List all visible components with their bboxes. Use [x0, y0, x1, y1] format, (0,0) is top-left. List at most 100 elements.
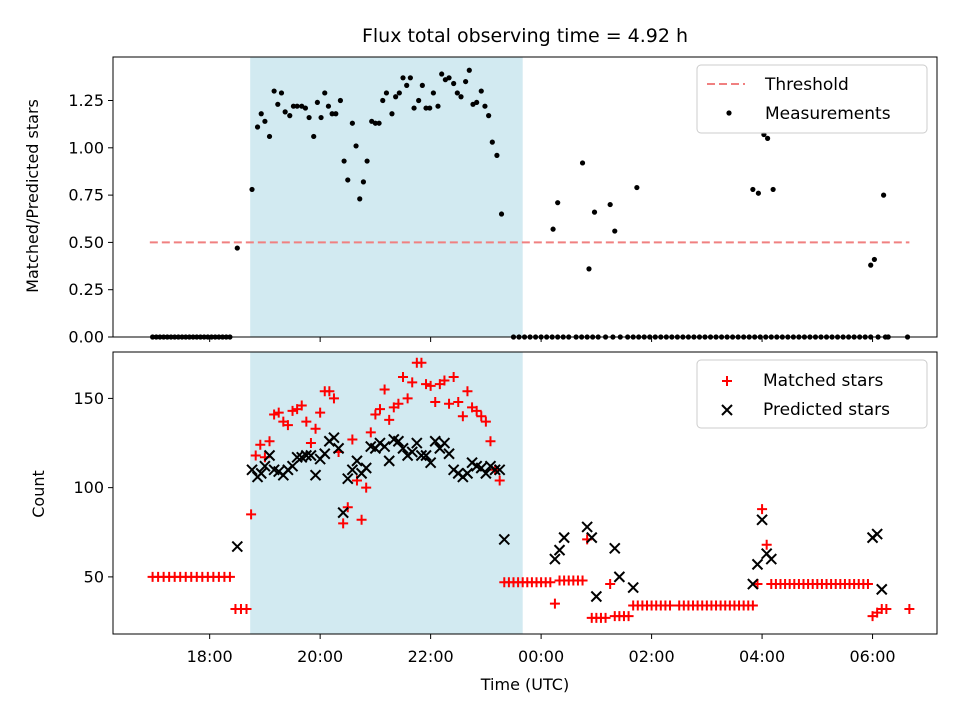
measurement-point: [612, 228, 618, 234]
measurement-point: [423, 105, 429, 111]
bottom-plot-area: [147, 357, 915, 623]
predicted-star-point: [263, 449, 276, 462]
predicted-star-point: [756, 514, 768, 526]
matched-star-point: [379, 384, 390, 395]
matched-star-point: [305, 438, 316, 449]
predicted-star-point: [590, 590, 603, 603]
matched-star-point: [421, 379, 432, 390]
measurement-point: [337, 97, 344, 104]
x-tick-label: 06:00: [849, 647, 895, 666]
measurement-point: [474, 99, 480, 106]
matched-star-point: [485, 436, 496, 447]
matched-star-point: [374, 404, 385, 415]
x-axis-label: Time (UTC): [480, 675, 569, 694]
matched-star-point: [370, 409, 381, 420]
matched-star-point: [476, 411, 487, 422]
predicted-star-point: [305, 449, 317, 462]
legend-predicted-label: Predicted stars: [763, 400, 890, 420]
matched-star-point: [365, 427, 376, 438]
predicted-star-point: [443, 448, 455, 460]
measurement-point: [372, 120, 378, 126]
measurement-point: [249, 186, 255, 193]
top-shaded-interval: [250, 57, 523, 337]
matched-star-point: [747, 600, 758, 611]
measurement-point: [393, 94, 399, 100]
matched-star-point: [402, 393, 413, 404]
measurement-point: [345, 177, 351, 183]
legend-box: [696, 359, 928, 429]
matched-star-point: [269, 409, 280, 420]
y-tick-label: 1.00: [68, 138, 104, 157]
legend-box: [696, 64, 928, 134]
measurement-point: [360, 179, 367, 185]
matched-star-point: [328, 393, 339, 404]
measurement-point: [275, 101, 281, 107]
bottom-axes-frame: [112, 351, 938, 635]
bottom-y-axis-label: Count: [29, 470, 48, 518]
matched-star-point: [282, 420, 293, 431]
measurement-point: [262, 118, 268, 124]
measurement-point: [451, 80, 457, 87]
matched-star-point: [457, 411, 468, 422]
matched-star-point: [398, 371, 409, 382]
legend-measurements-swatch: [726, 110, 732, 116]
matched-star-point: [255, 439, 266, 450]
matched-star-point: [407, 377, 418, 388]
predicted-star-point: [438, 437, 451, 449]
top-axes-frame: [112, 56, 938, 338]
measurement-point: [555, 200, 561, 206]
predicted-star-point: [613, 571, 626, 583]
matched-star-point: [264, 436, 275, 447]
y-tick-label: 100: [73, 478, 104, 497]
matched-star-point: [600, 612, 611, 623]
matched-star-point: [273, 407, 284, 418]
measurement-point: [376, 120, 382, 126]
legend-matched-label: Matched stars: [763, 371, 883, 391]
y-tick-label: 0.00: [68, 328, 104, 347]
predicted-star-point: [415, 449, 428, 462]
matched-star-point: [577, 575, 588, 586]
x-tick-label: 18:00: [187, 647, 233, 666]
measurement-point: [314, 99, 320, 106]
x-tick-label: 22:00: [408, 647, 454, 666]
matched-star-point: [605, 579, 616, 590]
legend-matched-swatch: [722, 376, 732, 386]
measurement-point: [357, 196, 363, 202]
predicted-star-point: [751, 558, 764, 571]
measurement-point: [290, 103, 297, 109]
matched-star-point: [416, 357, 427, 368]
measurement-point: [282, 109, 288, 115]
measurement-point: [458, 94, 464, 100]
bottom-panel: Count Time (UTC) 50 100 150 18:00 20:00 22:00…: [29, 351, 938, 694]
predicted-star-point: [871, 528, 883, 540]
predicted-star-point: [411, 437, 423, 449]
matched-star-point: [324, 386, 335, 397]
measurement-point: [254, 124, 261, 130]
predicted-star-point: [420, 449, 432, 462]
matched-star-point: [623, 611, 634, 622]
matched-star-point: [471, 405, 482, 416]
matched-star-point: [347, 434, 358, 445]
predicted-star-point: [392, 435, 405, 447]
matched-star-point: [361, 482, 372, 493]
matched-star-point: [287, 405, 298, 416]
measurement-point: [389, 111, 395, 117]
measurement-point: [271, 88, 277, 94]
predicted-star-point: [360, 462, 372, 474]
matched-star-point: [549, 598, 560, 609]
measurement-point: [419, 82, 425, 88]
measurement-point: [396, 90, 402, 96]
measurement-point: [446, 75, 452, 81]
measurement-point: [454, 90, 460, 96]
matched-star-point: [462, 386, 473, 397]
measurement-point: [486, 113, 492, 119]
measurement-point: [258, 111, 264, 117]
measurement-point: [287, 113, 293, 119]
predicted-star-point: [498, 533, 510, 546]
matched-star-point: [444, 398, 455, 409]
matched-star-point: [425, 380, 436, 391]
matched-star-point: [665, 600, 676, 611]
bottom-shaded-interval: [250, 352, 523, 634]
measurement-point: [607, 201, 613, 208]
predicted-star-point: [255, 467, 267, 480]
